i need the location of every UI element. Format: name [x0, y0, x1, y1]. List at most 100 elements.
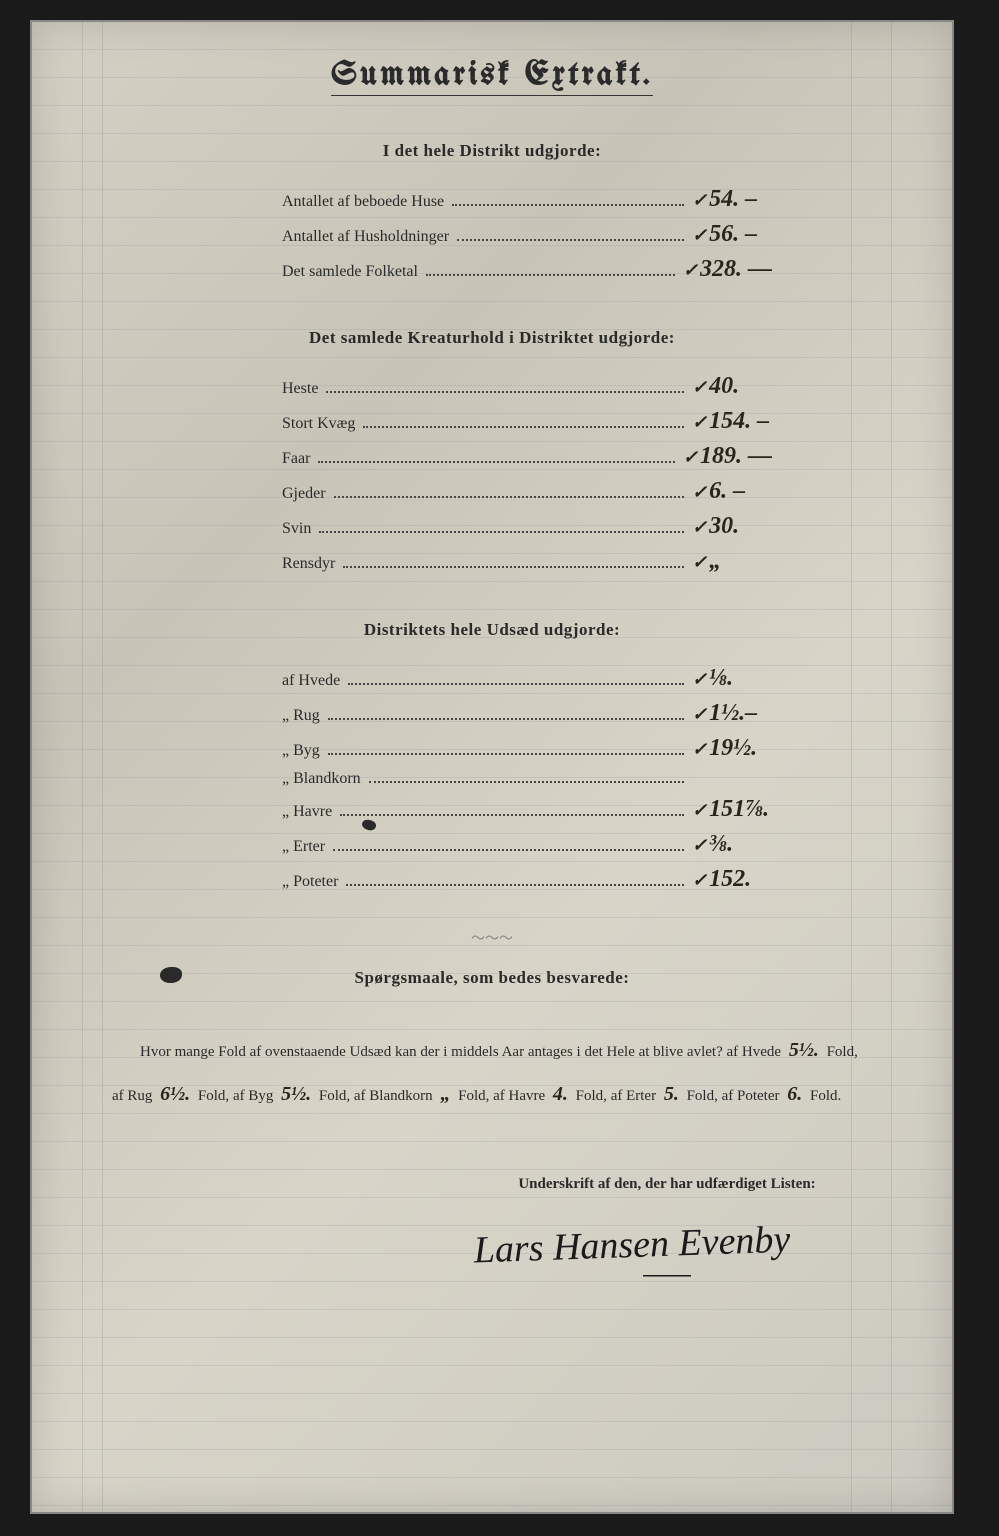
row-value: ✓152. [692, 866, 772, 893]
question-field: af Poteter 6. Fold. [718, 1088, 841, 1104]
data-row: af Hvede ✓⅛. [32, 665, 952, 692]
data-row: „ Byg ✓19½. [32, 735, 952, 762]
checkmark-icon: ✓ [692, 800, 707, 820]
questions-body: Hvor mange Fold af ovenstaaende Udsæd ka… [112, 1028, 872, 1116]
row-value: ✓⅛. [692, 665, 772, 692]
question-field: af Erter 5. Fold, [607, 1088, 718, 1104]
question-field: af Rug 6½. Fold, [112, 1088, 229, 1104]
questions-prefix: Hvor mange Fold af ovenstaaende Udsæd ka… [140, 1044, 723, 1060]
row-label: „ Erter [282, 838, 325, 856]
fill-value: 6½. [156, 1083, 194, 1105]
row-value: ✓19½. [692, 735, 772, 762]
row-value: ✓54. – [692, 186, 772, 213]
row-label: Antallet af Husholdninger [282, 228, 449, 246]
checkmark-icon: ✓ [692, 739, 707, 759]
fill-value: 5½. [277, 1083, 315, 1105]
checkmark-icon: ✓ [683, 447, 698, 467]
row-dots [369, 780, 684, 783]
data-row: Svin ✓30. [32, 513, 952, 540]
data-row: Antallet af Husholdninger✓56. – [32, 221, 952, 248]
row-value: ✓151⅞. [692, 796, 772, 823]
row-value: ✓40. [692, 373, 772, 400]
row-dots [346, 883, 684, 886]
fill-value: 5½. [785, 1039, 823, 1061]
data-row: Stort Kvæg✓154. – [32, 408, 952, 435]
row-label: af Hvede [282, 672, 340, 690]
row-label: „ Poteter [282, 873, 338, 891]
row-label: Svin [282, 520, 311, 538]
row-value: ✓1½.– [692, 700, 772, 727]
data-row: Antallet af beboede Huse ✓54. – [32, 186, 952, 213]
row-dots [328, 752, 684, 755]
checkmark-icon: ✓ [692, 412, 707, 432]
data-row: Det samlede Folketal ✓328. — [32, 256, 952, 283]
margin-rule [82, 22, 83, 1512]
row-dots [340, 813, 684, 816]
checkmark-icon: ✓ [692, 225, 707, 245]
checkmark-icon: ✓ [692, 870, 707, 890]
question-field: af Blandkorn „ Fold, [350, 1088, 489, 1104]
fill-value: 6. [783, 1083, 806, 1105]
fill-value: 5. [660, 1083, 683, 1105]
row-label: „ Havre [282, 803, 332, 821]
document-title: Summarisk Extrakt. [331, 57, 653, 96]
row-label: Antallet af beboede Huse [282, 193, 444, 211]
row-label: Heste [282, 380, 318, 398]
row-label: „ Rug [282, 707, 320, 725]
row-label: „ Byg [282, 742, 320, 760]
checkmark-icon: ✓ [683, 260, 698, 280]
fill-value: „ [436, 1083, 454, 1105]
margin-rule [851, 22, 852, 1512]
row-dots [452, 203, 684, 206]
fill-value: 4. [549, 1083, 572, 1105]
row-dots [363, 425, 684, 428]
data-row: Rensdyr ✓„ [32, 548, 952, 575]
data-row: Heste ✓40. [32, 373, 952, 400]
section1-header: I det hele Distrikt udgjorde: [32, 141, 952, 161]
section3-header: Distriktets hele Udsæd udgjorde: [32, 620, 952, 640]
checkmark-icon: ✓ [692, 377, 707, 397]
row-dots [328, 717, 684, 720]
question-field: af Hvede 5½. Fold, [727, 1044, 858, 1060]
checkmark-icon: ✓ [692, 482, 707, 502]
data-row: „ Erter ✓⅜. [32, 831, 952, 858]
data-row: „ Poteter ✓152. [32, 866, 952, 893]
row-dots [334, 495, 684, 498]
row-dots [318, 460, 674, 463]
data-row: Faar ✓189. — [32, 443, 952, 470]
question-field: af Havre 4. Fold, [489, 1088, 607, 1104]
data-row: „ Havre ✓151⅞. [32, 796, 952, 823]
row-dots [326, 390, 684, 393]
question-field: af Byg 5½. Fold, [229, 1088, 350, 1104]
row-value: ✓30. [692, 513, 772, 540]
row-dots [348, 682, 684, 685]
checkmark-icon: ✓ [692, 517, 707, 537]
checkmark-icon: ✓ [692, 190, 707, 210]
data-row: „ Blandkorn [32, 770, 952, 788]
row-value: ✓„ [692, 548, 772, 575]
row-value: ✓328. — [683, 256, 772, 283]
row-label: „ Blandkorn [282, 770, 361, 788]
row-dots [333, 848, 684, 851]
data-row: „ Rug ✓1½.– [32, 700, 952, 727]
margin-rule [102, 22, 103, 1512]
data-row: Gjeder ✓6. – [32, 478, 952, 505]
row-dots [457, 238, 684, 241]
row-value: ✓6. – [692, 478, 772, 505]
divider: 〜〜〜 [32, 928, 952, 948]
row-label: Gjeder [282, 485, 326, 503]
row-value: ✓189. — [683, 443, 772, 470]
row-value: ✓⅜. [692, 831, 772, 858]
row-dots [343, 565, 684, 568]
section2-header: Det samlede Kreaturhold i Distriktet udg… [32, 328, 952, 348]
row-dots [426, 273, 675, 276]
row-label: Stort Kvæg [282, 415, 355, 433]
checkmark-icon: ✓ [692, 835, 707, 855]
row-label: Faar [282, 450, 310, 468]
ink-blot [160, 967, 182, 983]
row-label: Rensdyr [282, 555, 335, 573]
document-page: Summarisk Extrakt. I det hele Distrikt u… [30, 20, 954, 1514]
row-dots [319, 530, 684, 533]
checkmark-icon: ✓ [692, 704, 707, 724]
row-label: Det samlede Folketal [282, 263, 418, 281]
